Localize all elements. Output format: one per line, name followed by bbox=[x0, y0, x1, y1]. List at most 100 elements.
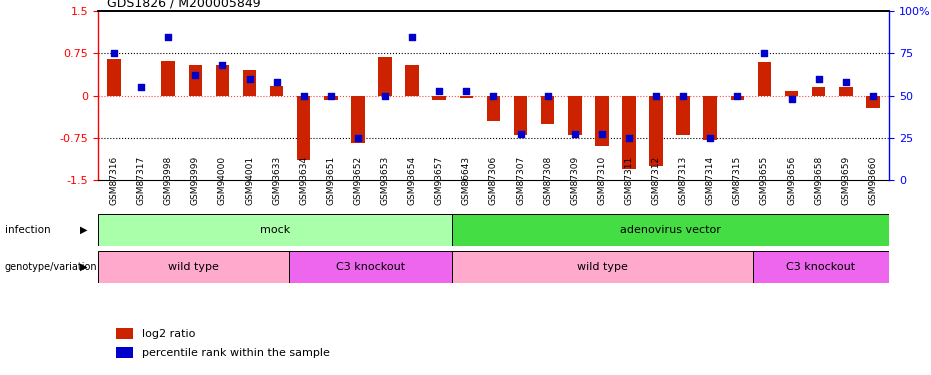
Bar bbox=[785, 91, 798, 96]
Point bbox=[106, 51, 121, 57]
Bar bbox=[98, 251, 289, 283]
Bar bbox=[812, 87, 826, 96]
Text: GSM93653: GSM93653 bbox=[381, 156, 389, 205]
Text: C3 knockout: C3 knockout bbox=[787, 262, 856, 272]
Bar bbox=[243, 70, 256, 96]
Bar bbox=[460, 96, 473, 99]
Point bbox=[242, 76, 257, 82]
Bar bbox=[541, 96, 554, 124]
Bar bbox=[433, 96, 446, 100]
Text: GSM94000: GSM94000 bbox=[218, 156, 227, 205]
Text: wild type: wild type bbox=[577, 262, 628, 272]
Point bbox=[622, 135, 637, 141]
Text: adenovirus vector: adenovirus vector bbox=[620, 225, 722, 235]
Text: log2 ratio: log2 ratio bbox=[142, 329, 196, 339]
Text: GSM87315: GSM87315 bbox=[733, 156, 742, 205]
Bar bbox=[98, 214, 452, 246]
Bar bbox=[676, 96, 690, 135]
Text: GSM87313: GSM87313 bbox=[679, 156, 688, 205]
Text: GSM87311: GSM87311 bbox=[625, 156, 633, 205]
Bar bbox=[622, 96, 636, 169]
Text: GSM93998: GSM93998 bbox=[164, 156, 173, 205]
Text: GSM86643: GSM86643 bbox=[462, 156, 471, 205]
Bar bbox=[116, 347, 132, 358]
Text: mock: mock bbox=[260, 225, 290, 235]
Text: GSM93654: GSM93654 bbox=[408, 156, 417, 205]
Bar bbox=[452, 251, 752, 283]
Point bbox=[296, 93, 311, 99]
Bar bbox=[297, 96, 311, 160]
Bar bbox=[595, 96, 609, 146]
Point bbox=[649, 93, 664, 99]
Bar bbox=[568, 96, 582, 135]
Point bbox=[215, 62, 230, 68]
Point bbox=[378, 93, 393, 99]
Point bbox=[811, 76, 826, 82]
Bar bbox=[405, 64, 419, 96]
Point bbox=[676, 93, 691, 99]
Bar bbox=[704, 96, 717, 140]
Bar bbox=[378, 57, 392, 96]
Text: GSM87314: GSM87314 bbox=[706, 156, 715, 205]
Bar bbox=[270, 86, 283, 96]
Text: GSM93633: GSM93633 bbox=[272, 156, 281, 205]
Bar bbox=[866, 96, 880, 108]
Text: GSM93659: GSM93659 bbox=[842, 156, 850, 205]
Point bbox=[323, 93, 338, 99]
Point bbox=[432, 88, 447, 94]
Text: GSM87310: GSM87310 bbox=[598, 156, 606, 205]
Point bbox=[757, 51, 772, 57]
Text: GSM93652: GSM93652 bbox=[354, 156, 362, 205]
Point bbox=[459, 88, 474, 94]
Text: ▶: ▶ bbox=[80, 262, 88, 272]
Text: infection: infection bbox=[5, 225, 50, 235]
Point bbox=[730, 93, 745, 99]
Text: GSM93660: GSM93660 bbox=[869, 156, 877, 205]
Text: GSM93656: GSM93656 bbox=[787, 156, 796, 205]
Bar bbox=[752, 251, 889, 283]
Text: GSM93657: GSM93657 bbox=[435, 156, 444, 205]
Bar bbox=[324, 96, 338, 100]
Bar bbox=[189, 64, 202, 96]
Bar bbox=[289, 251, 452, 283]
Text: C3 knockout: C3 knockout bbox=[336, 262, 405, 272]
Bar bbox=[116, 328, 132, 339]
Point bbox=[594, 132, 609, 138]
Point bbox=[866, 93, 881, 99]
Text: GSM93634: GSM93634 bbox=[299, 156, 308, 205]
Text: GSM93999: GSM93999 bbox=[191, 156, 200, 205]
Text: GSM87307: GSM87307 bbox=[516, 156, 525, 205]
Bar bbox=[514, 96, 527, 135]
Text: GSM87309: GSM87309 bbox=[570, 156, 579, 205]
Bar bbox=[758, 62, 771, 96]
Text: GSM87308: GSM87308 bbox=[543, 156, 552, 205]
Point bbox=[350, 135, 365, 141]
Text: GSM87306: GSM87306 bbox=[489, 156, 498, 205]
Text: GSM93651: GSM93651 bbox=[327, 156, 335, 205]
Point bbox=[161, 34, 176, 40]
Point bbox=[838, 79, 853, 85]
Point bbox=[486, 93, 501, 99]
Text: GSM94001: GSM94001 bbox=[245, 156, 254, 205]
Point bbox=[134, 84, 149, 90]
Bar bbox=[839, 87, 853, 96]
Bar bbox=[487, 96, 500, 121]
Text: genotype/variation: genotype/variation bbox=[5, 262, 97, 272]
Bar bbox=[107, 59, 121, 96]
Text: ▶: ▶ bbox=[80, 225, 88, 235]
Bar bbox=[452, 214, 889, 246]
Text: GSM87316: GSM87316 bbox=[110, 156, 118, 205]
Text: GSM93658: GSM93658 bbox=[814, 156, 823, 205]
Bar bbox=[731, 96, 744, 100]
Bar bbox=[161, 61, 175, 96]
Bar bbox=[216, 64, 229, 96]
Text: percentile rank within the sample: percentile rank within the sample bbox=[142, 348, 331, 357]
Point bbox=[540, 93, 555, 99]
Point bbox=[405, 34, 420, 40]
Point bbox=[784, 96, 799, 102]
Point bbox=[703, 135, 718, 141]
Text: GSM87312: GSM87312 bbox=[652, 156, 660, 205]
Point bbox=[513, 132, 528, 138]
Text: wild type: wild type bbox=[168, 262, 219, 272]
Point bbox=[188, 72, 203, 78]
